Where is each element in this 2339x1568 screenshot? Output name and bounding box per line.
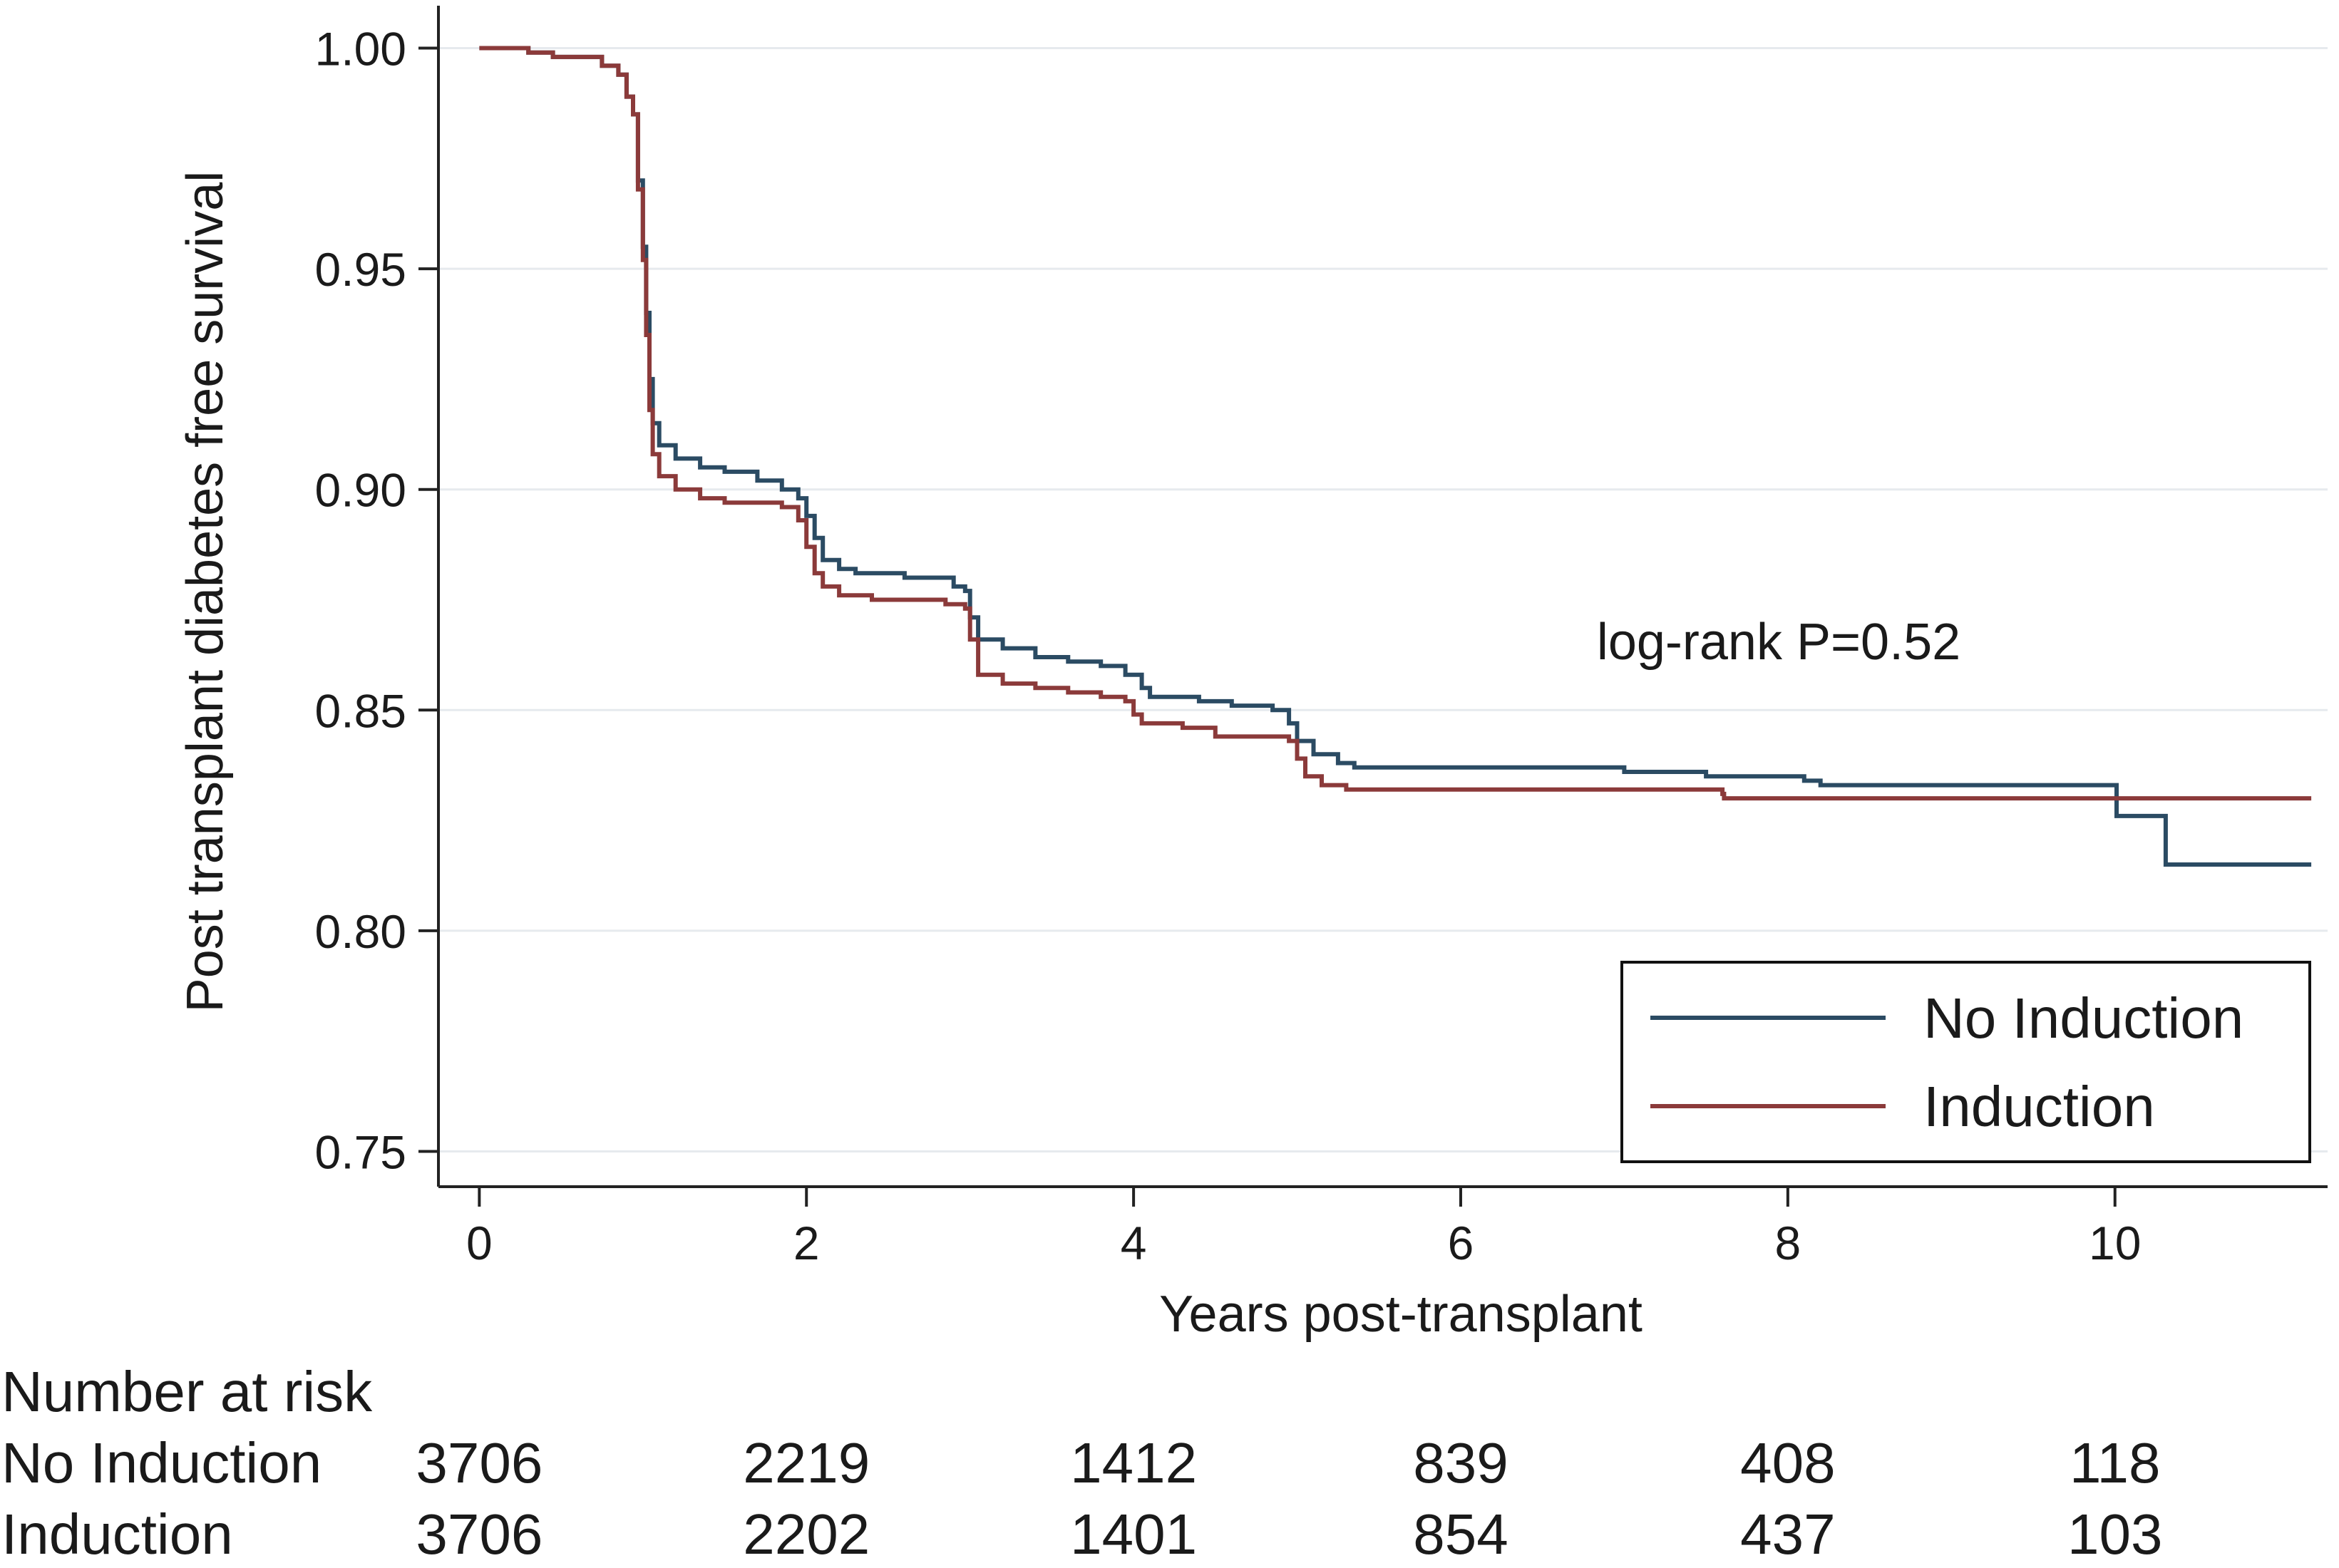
risk-value: 1401 (1070, 1502, 1197, 1566)
risk-table-title: Number at risk (1, 1360, 373, 1423)
series-line-no-induction (479, 46, 2312, 867)
risk-value: 2202 (743, 1502, 870, 1566)
risk-value: 2219 (743, 1431, 870, 1495)
x-tick-label: 4 (1121, 1217, 1147, 1269)
y-tick-label: 0.75 (315, 1125, 406, 1178)
risk-row-label-no-induction: No Induction (1, 1431, 322, 1495)
risk-table: Number at risk No Induction Induction 37… (1, 1360, 2162, 1566)
y-tick-label: 0.85 (315, 684, 406, 737)
y-tick-label: 0.80 (315, 905, 406, 958)
risk-value: 854 (1413, 1502, 1508, 1566)
gridlines (438, 47, 2328, 1152)
x-tick-label: 8 (1774, 1217, 1801, 1269)
series-line-induction (479, 46, 2312, 801)
x-tick-label: 2 (793, 1217, 820, 1269)
risk-value: 103 (2067, 1502, 2162, 1566)
y-tick-label: 0.90 (315, 464, 406, 517)
y-tick-label: 1.00 (315, 23, 406, 76)
series-lines (479, 46, 2312, 867)
risk-value: 118 (2070, 1431, 2161, 1495)
axes: 1.00 0.95 0.90 0.85 0.80 0.75 0 2 4 6 8 10 (315, 6, 2328, 1269)
legend-box (1620, 961, 2311, 1163)
x-tick-label: 10 (2089, 1217, 2141, 1269)
x-tick-label: 0 (466, 1217, 493, 1269)
risk-value: 3706 (416, 1502, 543, 1566)
risk-value: 3706 (416, 1431, 543, 1495)
risk-value: 408 (1740, 1431, 1835, 1495)
legend: No Induction Induction (1620, 961, 2311, 1163)
x-tick-label: 6 (1448, 1217, 1474, 1269)
risk-value: 839 (1413, 1431, 1508, 1495)
x-axis-title: Years post-transplant (1159, 1286, 1643, 1343)
risk-value: 437 (1740, 1502, 1835, 1566)
risk-row-label-induction: Induction (1, 1502, 233, 1566)
y-axis-title: Post transplant diabetes free survival (177, 171, 234, 1013)
legend-label-no-induction: No Induction (1923, 986, 2243, 1050)
risk-value: 1412 (1070, 1431, 1197, 1495)
legend-label-induction: Induction (1923, 1075, 2155, 1138)
risk-values: 3706 2219 1412 839 408 118 3706 2202 1401 854 437 1… (416, 1431, 2162, 1566)
log-rank-annotation: log-rank P=0.52 (1597, 614, 1960, 671)
y-tick-label: 0.95 (315, 243, 406, 296)
